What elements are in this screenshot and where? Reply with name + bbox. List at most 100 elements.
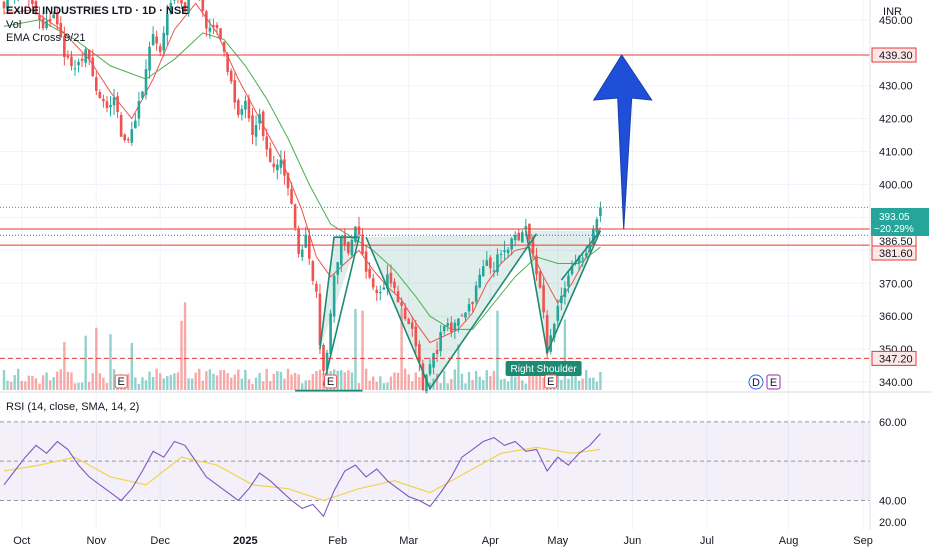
currency-label[interactable]: INR <box>883 6 902 18</box>
candle-body <box>141 91 144 99</box>
earnings-marker-label: E <box>327 376 334 388</box>
right-shoulder-label-box <box>505 361 582 376</box>
volume-bar <box>301 383 304 390</box>
candle-body <box>535 255 538 275</box>
volume-bar <box>187 378 190 390</box>
candle-body <box>162 32 166 51</box>
candle-body <box>148 46 151 71</box>
volume-bar <box>528 371 531 390</box>
candlestick-series <box>2 0 602 394</box>
rsi-legend[interactable]: RSI (14, close, SMA, 14, 2) <box>6 401 140 413</box>
candle-body <box>109 105 112 108</box>
volume-bar <box>162 378 165 390</box>
volume-bar <box>450 378 453 390</box>
candle-body <box>222 41 226 52</box>
candle-body <box>205 11 208 29</box>
volume-bar <box>31 375 34 390</box>
volume-bar <box>265 368 268 390</box>
volume-bar <box>411 381 414 390</box>
price-tick-label: 430.00 <box>879 81 913 93</box>
target-arrow <box>592 54 653 229</box>
volume-bar <box>205 371 208 390</box>
candle-body <box>531 237 535 255</box>
volume-bar <box>499 379 503 390</box>
volume-bar <box>244 369 247 390</box>
volume-bar <box>276 371 279 390</box>
volume-bar <box>514 376 517 390</box>
candle-body <box>318 293 322 346</box>
volume-bar <box>13 375 16 390</box>
time-tick-label: Feb <box>328 535 347 547</box>
candle-body <box>215 24 219 29</box>
earnings-marker-label: E <box>547 376 554 388</box>
volume-bar <box>439 383 442 390</box>
volume-bar <box>577 380 581 390</box>
level-badge-label: 381.60 <box>879 248 913 260</box>
volume-bar <box>176 372 180 390</box>
candle-body <box>503 250 506 252</box>
candle-body <box>45 21 48 29</box>
earnings-marker <box>114 374 128 389</box>
volume-bar <box>311 374 315 390</box>
volume-bar <box>34 378 38 390</box>
volume-bar <box>166 376 169 390</box>
volume-bar <box>190 378 194 390</box>
candle-body <box>276 164 279 171</box>
volume-bar <box>208 369 212 390</box>
candle-body <box>229 70 233 82</box>
price-tick-label: 370.00 <box>879 278 913 290</box>
volume-bar <box>77 382 80 390</box>
candle-body <box>102 98 105 102</box>
candle-body <box>581 257 584 259</box>
time-tick-label: Nov <box>87 535 107 547</box>
candle-body <box>226 54 229 72</box>
volume-bar <box>538 375 542 390</box>
volume-bar <box>155 368 158 390</box>
candle-body <box>524 226 528 230</box>
volume-bar <box>457 344 460 390</box>
volume-bar <box>283 378 286 390</box>
volume-bar <box>141 377 144 390</box>
candle-body <box>592 229 595 245</box>
candle-body <box>119 114 123 137</box>
candle-body <box>166 13 169 36</box>
candle-body <box>283 159 286 176</box>
price-axis: 450.00440.00430.00420.00410.00400.00390.… <box>871 15 929 389</box>
candle-body <box>336 262 339 275</box>
right-shoulder-line <box>525 230 602 356</box>
volume-bar <box>336 370 339 390</box>
time-tick-label: Jun <box>623 535 641 547</box>
candle-body <box>513 235 517 241</box>
candle-body <box>396 291 400 303</box>
candle-body <box>105 101 109 108</box>
target-arrow-shape <box>592 54 653 229</box>
volume-bar <box>396 372 400 390</box>
volume-bar <box>70 372 73 390</box>
symbol-title[interactable]: EXIDE INDUSTRIES LTD · 1D · NSE <box>6 5 189 17</box>
ema-legend[interactable]: EMA Cross 9/21 <box>6 32 86 44</box>
candle-body <box>272 163 276 168</box>
time-tick-label: Aug <box>779 535 799 547</box>
candle-body <box>300 249 304 258</box>
candle-body <box>279 159 283 168</box>
candle-body <box>48 18 52 22</box>
candle-body <box>599 207 602 216</box>
candle-body <box>80 58 84 61</box>
volume-bar <box>474 370 478 390</box>
volume-bar <box>407 374 410 390</box>
volume-bar <box>27 375 31 390</box>
volume-bar <box>63 341 66 390</box>
volume-bar <box>148 371 151 390</box>
level-badge <box>871 47 917 63</box>
volume-bar <box>531 370 535 390</box>
time-tick-label: 2025 <box>233 535 257 547</box>
right-shoulder-label: Right Shoulder <box>511 364 578 375</box>
candle-body <box>339 236 343 265</box>
candle-body <box>208 27 212 32</box>
time-tick-label: Sep <box>853 535 873 547</box>
volume-legend[interactable]: Vol <box>6 19 22 31</box>
candle-body <box>84 49 87 63</box>
level-badge-label: 439.30 <box>879 50 913 62</box>
volume-bar <box>592 377 595 390</box>
